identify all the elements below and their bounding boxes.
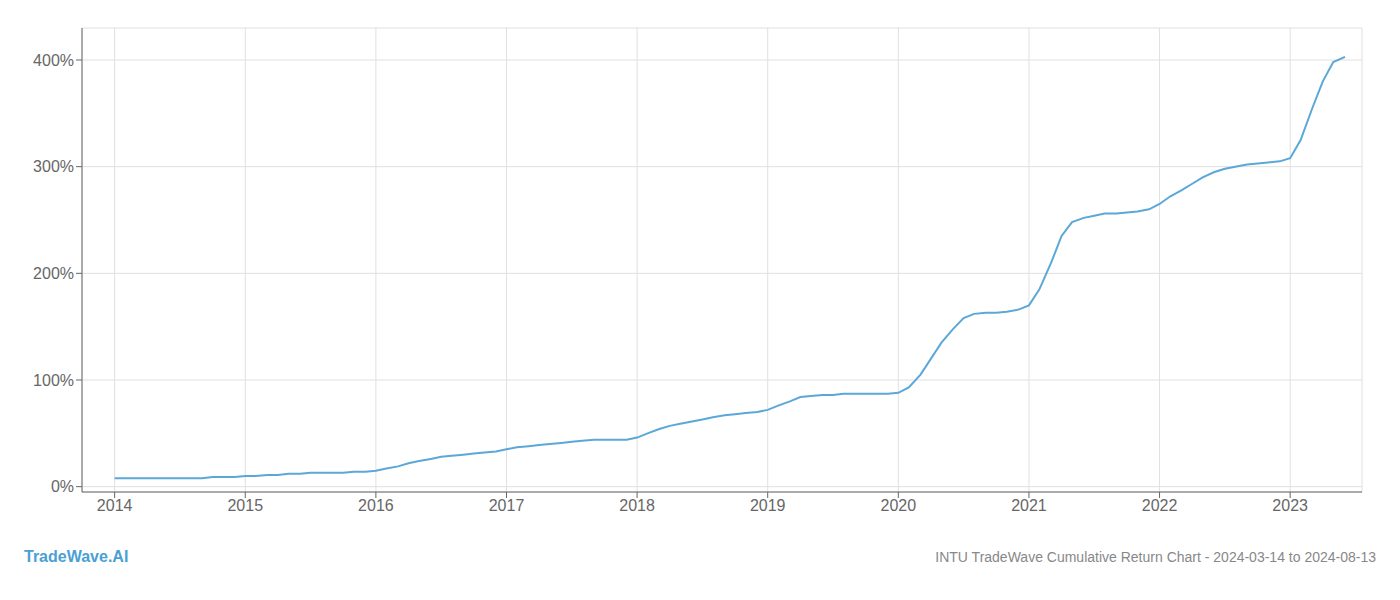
- svg-text:2020: 2020: [881, 497, 917, 514]
- svg-text:2015: 2015: [227, 497, 263, 514]
- svg-text:300%: 300%: [33, 158, 74, 175]
- html-text:INTU TradeWave Cumulative Retu: INTU TradeWave Cumulative Return Chart -…: [935, 549, 1376, 565]
- svg-text:0%: 0%: [51, 478, 74, 495]
- svg-text:2019: 2019: [750, 497, 786, 514]
- svg-text:2016: 2016: [358, 497, 394, 514]
- svg-text:2022: 2022: [1142, 497, 1178, 514]
- svg-text:100%: 100%: [33, 372, 74, 389]
- svg-text:2018: 2018: [619, 497, 655, 514]
- html-text:TradeWave.AI: TradeWave.AI: [24, 548, 129, 565]
- svg-text:2021: 2021: [1011, 497, 1047, 514]
- svg-text:2017: 2017: [489, 497, 525, 514]
- svg-text:200%: 200%: [33, 265, 74, 282]
- svg-text:2014: 2014: [97, 497, 133, 514]
- svg-text:2023: 2023: [1272, 497, 1308, 514]
- svg-text:400%: 400%: [33, 52, 74, 69]
